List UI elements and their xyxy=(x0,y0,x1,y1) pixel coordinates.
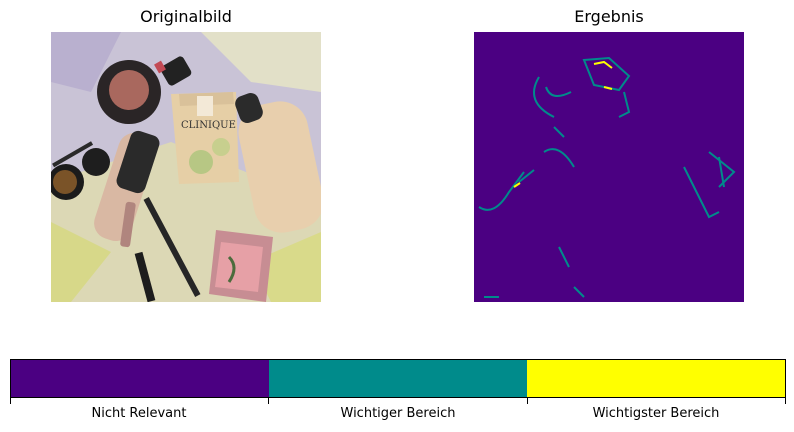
result-image-title: Ergebnis xyxy=(574,7,644,26)
colorbar xyxy=(10,359,786,398)
result-heatmap xyxy=(474,32,744,302)
colorbar-segment-not-relevant xyxy=(11,360,269,397)
original-image-title: Originalbild xyxy=(140,7,232,26)
colorbar-label-not-relevant: Nicht Relevant xyxy=(91,406,187,421)
colorbar-segment-most-important xyxy=(527,360,785,397)
colorbar-tick xyxy=(10,398,11,404)
colorbar-segment-important xyxy=(269,360,527,397)
colorbar-tick xyxy=(527,398,528,404)
clinique-brand-text: CLINIQUE xyxy=(181,120,236,131)
colorbar-label-most-important: Wichtigster Bereich xyxy=(592,406,720,421)
original-image: CLINIQUE xyxy=(51,32,321,302)
colorbar-label-important: Wichtiger Bereich xyxy=(340,406,456,421)
colorbar-tick xyxy=(785,398,786,404)
colorbar-tick xyxy=(268,398,269,404)
